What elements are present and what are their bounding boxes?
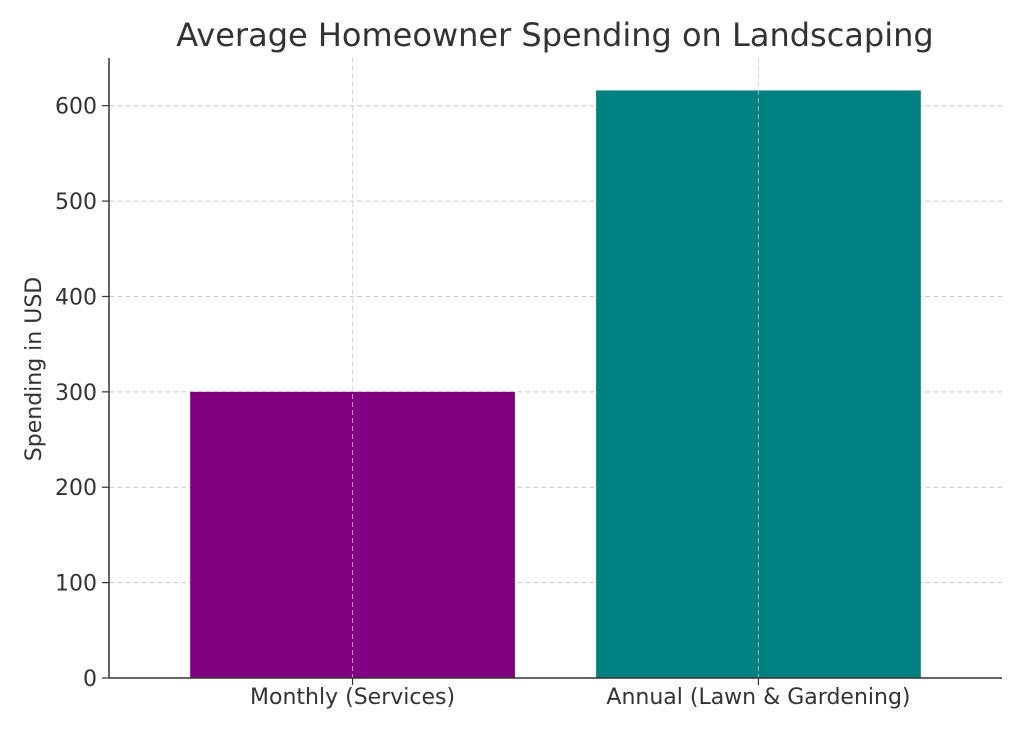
vertical-grid-lines — [352, 58, 759, 678]
y-tick-label: 0 — [83, 667, 97, 692]
y-tick-label: 100 — [55, 572, 97, 597]
y-tick-label: 600 — [55, 95, 97, 120]
axes — [108, 58, 1002, 679]
chart-title: Average Homeowner Spending on Landscapin… — [176, 16, 933, 54]
x-ticks: Monthly (Services) Annual (Lawn & Gardeni… — [250, 678, 911, 710]
y-ticks: 0 100 200 300 400 500 600 — [55, 95, 109, 692]
x-tick-label: Monthly (Services) — [250, 685, 455, 710]
y-tick-label: 400 — [55, 285, 97, 310]
y-axis-label: Spending in USD — [22, 277, 47, 461]
x-tick-label: Annual (Lawn & Gardening) — [606, 685, 910, 710]
bars — [190, 90, 921, 678]
y-tick-label: 200 — [55, 476, 97, 501]
y-tick-label: 500 — [55, 190, 97, 215]
y-tick-label: 300 — [55, 381, 97, 406]
